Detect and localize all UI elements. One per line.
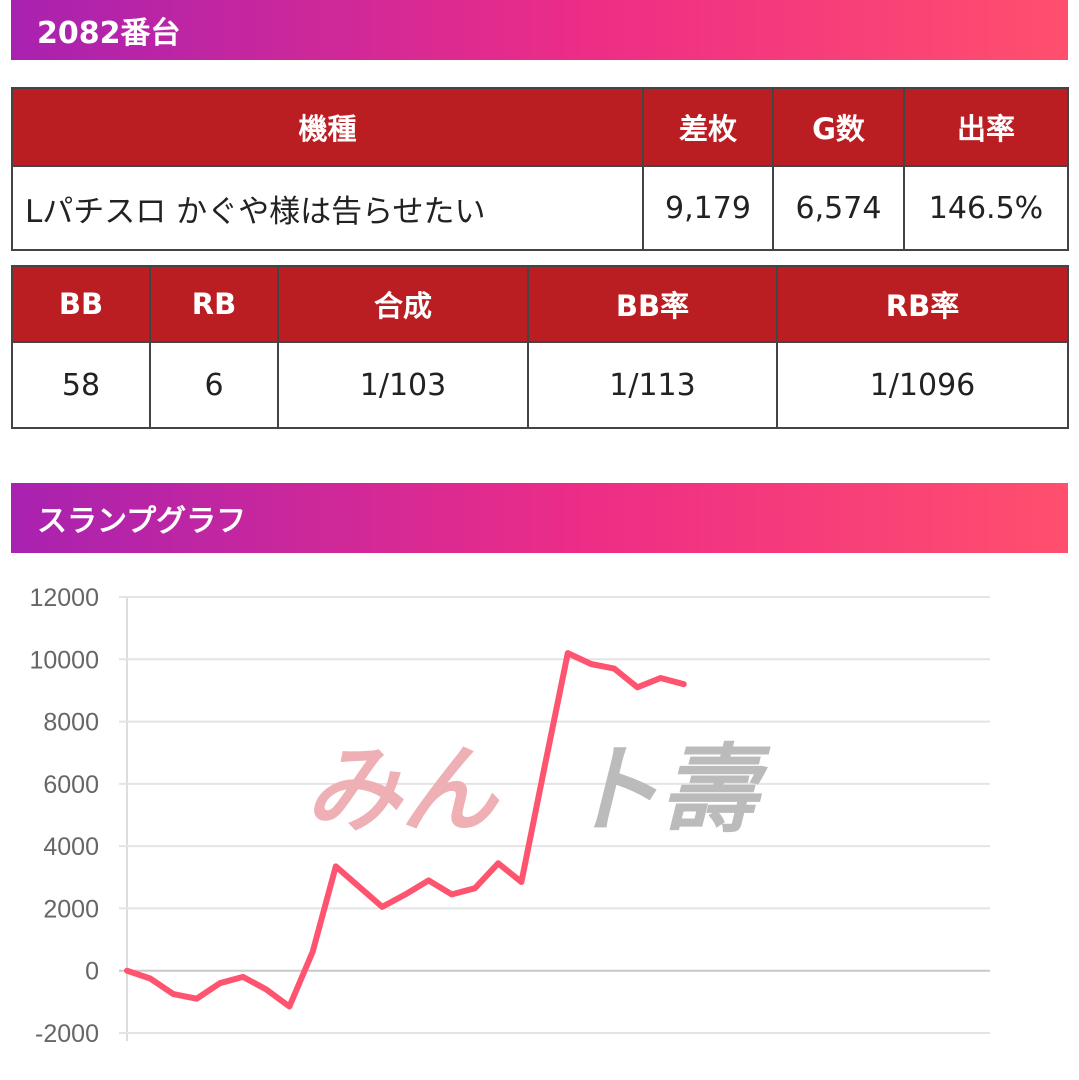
y-tick-label: 6000 (43, 771, 99, 799)
cell-combined-rate: 1/103 (277, 341, 529, 429)
y-axis-ticks: 12000 10000 8000 6000 4000 2000 0 -2000 (29, 584, 99, 1048)
bonus-data-row: 58 6 1/103 1/113 1/1096 (11, 341, 1069, 429)
summary-data-row: Lパチスロ かぐや様は告らせたい 9,179 6,574 146.5% (11, 165, 1069, 251)
bonus-table: BB RB 合成 BB率 RB率 58 6 1/103 1/113 1/1096 (11, 265, 1069, 429)
watermark-left-text: みん (305, 734, 500, 846)
slump-graph-title: スランプグラフ (37, 504, 247, 539)
header-bb-rate: BB率 (527, 265, 778, 343)
chart-grid (119, 596, 990, 1041)
cell-model: Lパチスロ かぐや様は告らせたい (11, 165, 644, 251)
cell-diff-coins: 9,179 (642, 165, 774, 251)
header-diff-coins: 差枚 (642, 87, 774, 167)
header-combined: 合成 (277, 265, 529, 343)
cell-bb-rate: 1/113 (527, 341, 778, 429)
slump-graph-header: スランプグラフ (11, 483, 1068, 553)
machine-number-header: 2082番台 (11, 0, 1068, 60)
y-tick-label: 0 (85, 958, 99, 986)
summary-table: 機種 差枚 G数 出率 Lパチスロ かぐや様は告らせたい 9,179 6,574… (11, 87, 1069, 251)
cell-payout-rate: 146.5% (903, 165, 1069, 251)
summary-header-row: 機種 差枚 G数 出率 (11, 87, 1069, 167)
watermark-logo: みん ト壽 (305, 734, 771, 846)
slump-graph: 12000 10000 8000 6000 4000 2000 0 -2000 みん ト壽 (29, 584, 990, 1048)
y-tick-label: 2000 (43, 895, 99, 923)
chart-series (124, 650, 687, 1010)
header-model: 機種 (11, 87, 644, 167)
header-game-count: G数 (772, 87, 905, 167)
cell-rb-count: 6 (149, 341, 279, 429)
header-rb: RB (149, 265, 279, 343)
header-rb-rate: RB率 (776, 265, 1069, 343)
machine-number-title: 2082番台 (37, 16, 181, 51)
cell-rb-rate: 1/1096 (776, 341, 1069, 429)
header-bb: BB (11, 265, 151, 343)
cell-game-count: 6,574 (772, 165, 905, 251)
y-tick-label: 10000 (29, 646, 99, 674)
y-tick-label: 8000 (43, 709, 99, 737)
slump-line (124, 650, 687, 1010)
watermark-right-text: ト壽 (565, 734, 771, 846)
header-payout-rate: 出率 (903, 87, 1069, 167)
cell-bb-count: 58 (11, 341, 151, 429)
y-tick-label: -2000 (35, 1020, 99, 1048)
y-tick-label: 12000 (29, 584, 99, 612)
bonus-header-row: BB RB 合成 BB率 RB率 (11, 265, 1069, 343)
y-tick-label: 4000 (43, 833, 99, 861)
